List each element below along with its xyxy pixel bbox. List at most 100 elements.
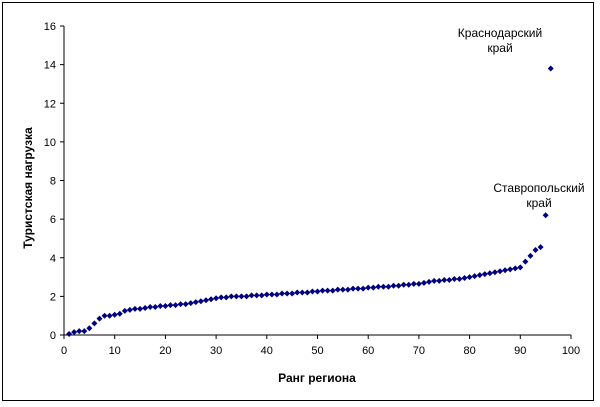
data-point: [238, 293, 245, 300]
y-tick-label: 10: [44, 137, 56, 149]
data-point: [131, 305, 138, 312]
data-point: [177, 301, 184, 308]
annotation-stavropol-line2: край: [526, 196, 551, 210]
data-point: [486, 270, 493, 277]
data-point: [223, 294, 230, 301]
data-point: [385, 283, 392, 290]
data-point: [451, 275, 458, 282]
data-point: [522, 258, 529, 265]
data-point: [197, 298, 204, 305]
data-point: [314, 288, 321, 295]
data-point: [86, 325, 93, 332]
data-point: [370, 284, 377, 291]
data-point: [375, 283, 382, 290]
data-point: [228, 293, 235, 300]
data-point: [502, 267, 509, 274]
data-point: [355, 285, 362, 292]
data-point: [187, 300, 194, 307]
data-point: [218, 294, 225, 301]
data-point: [339, 286, 346, 293]
x-ticks: 0 10 20 30 40 50 60 70 80 90 100: [61, 335, 580, 357]
data-point: [446, 276, 453, 283]
data-point: [420, 279, 427, 286]
y-tick-label: 14: [44, 60, 56, 72]
data-point: [172, 302, 179, 309]
data-point: [532, 247, 539, 254]
data-point: [365, 284, 372, 291]
data-point: [126, 306, 133, 313]
data-point: [395, 282, 402, 289]
data-point: [182, 301, 189, 308]
data-point: [81, 328, 88, 335]
data-point: [390, 282, 397, 289]
annotation-stavropol-line1: Ставропольский: [493, 181, 584, 195]
data-point: [213, 295, 220, 302]
data-point: [512, 265, 519, 272]
data-point: [491, 269, 498, 276]
data-point: [248, 292, 255, 299]
data-point: [324, 287, 331, 294]
data-point: [91, 320, 98, 327]
x-tick-label: 60: [362, 345, 374, 357]
data-point: [309, 288, 316, 295]
data-point: [344, 286, 351, 293]
data-point: [289, 290, 296, 297]
x-tick-label: 10: [109, 345, 121, 357]
x-tick-label: 20: [159, 345, 171, 357]
data-point: [233, 293, 240, 300]
data-point: [542, 212, 549, 219]
x-tick-label: 0: [61, 345, 67, 357]
data-point: [147, 303, 154, 310]
y-tick-label: 8: [50, 176, 56, 188]
data-point: [415, 280, 422, 287]
data-point: [268, 291, 275, 298]
data-point: [273, 291, 280, 298]
data-point: [76, 328, 83, 335]
x-tick-label: 40: [261, 345, 273, 357]
data-point: [329, 287, 336, 294]
annotation-krasnodar-line1: Краснодарский: [458, 26, 542, 40]
data-point: [405, 281, 412, 288]
data-point: [192, 299, 199, 306]
data-point: [263, 291, 270, 298]
data-point: [116, 310, 123, 317]
x-tick-label: 30: [210, 345, 222, 357]
y-tick-label: 4: [50, 253, 56, 265]
data-point: [436, 277, 443, 284]
data-point: [121, 307, 128, 314]
data-point: [152, 303, 159, 310]
x-axis-title: Ранг региона: [278, 371, 356, 385]
data-point: [142, 304, 149, 311]
data-points: [66, 65, 554, 338]
x-tick-label: 70: [413, 345, 425, 357]
data-point: [537, 244, 544, 251]
annotations: Краснодарский край Ставропольский край: [458, 26, 585, 210]
data-point: [410, 280, 417, 287]
data-point: [304, 289, 311, 296]
data-point: [137, 305, 144, 312]
data-point: [294, 289, 301, 296]
data-point: [466, 274, 473, 281]
data-point: [456, 275, 463, 282]
data-point: [507, 266, 514, 273]
data-point: [208, 296, 215, 303]
data-point: [279, 290, 286, 297]
data-point: [380, 283, 387, 290]
y-tick-label: 0: [50, 330, 56, 342]
y-tick-label: 12: [44, 98, 56, 110]
annotation-krasnodar-line2: край: [487, 41, 512, 55]
data-point: [431, 277, 438, 284]
data-point: [243, 293, 250, 300]
data-point: [547, 65, 554, 72]
data-point: [360, 285, 367, 292]
data-point: [476, 272, 483, 279]
data-point: [284, 290, 291, 297]
data-point: [101, 312, 108, 319]
data-point: [497, 268, 504, 275]
data-point: [111, 311, 118, 318]
data-point: [426, 278, 433, 285]
data-point: [400, 281, 407, 288]
data-point: [202, 297, 209, 304]
data-point: [299, 289, 306, 296]
